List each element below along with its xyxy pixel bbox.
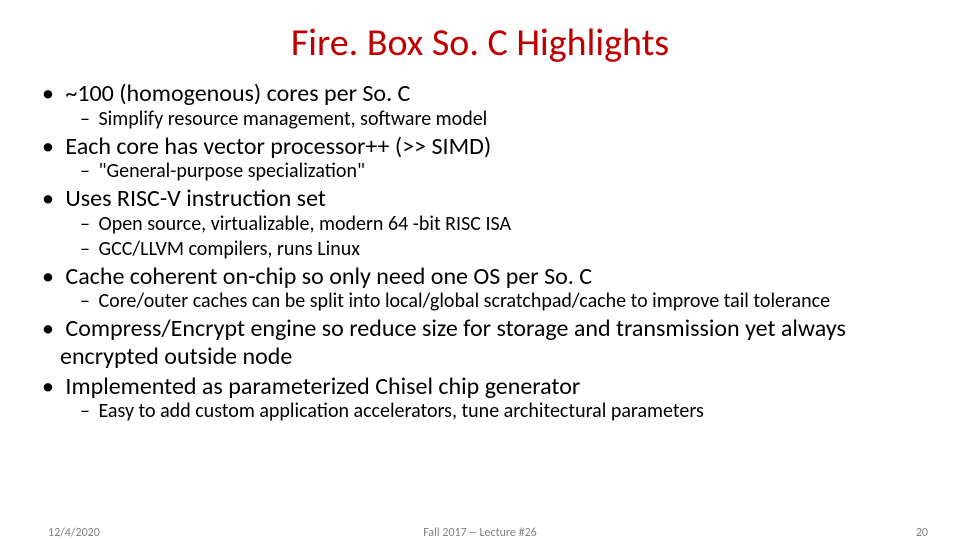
bullet-2-sub-1: "General-purpose specialization" [100, 160, 920, 183]
bullet-1-text: ~100 (homogenous) cores per So. C [65, 79, 410, 108]
sub-list-6: Easy to add custom application accelerat… [60, 400, 920, 423]
footer-page-number: 20 [916, 526, 928, 540]
slide-title: Fire. Box So. C Highlights [40, 20, 920, 66]
bullet-4: Cache coherent on-chip so only need one … [60, 263, 920, 314]
bullet-2-text: Each core has vector processor++ (>> SIM… [65, 132, 491, 161]
bullet-6-text: Implemented as parameterized Chisel chip… [65, 372, 580, 401]
bullet-3-sub-1: Open source, virtualizable, modern 64 -b… [100, 213, 920, 236]
bullet-4-sub-1: Core/outer caches can be split into loca… [100, 290, 920, 313]
bullet-3-sub-2: GCC/LLVM compilers, runs Linux [100, 238, 920, 261]
sub-list-1: Simplify resource management, software m… [60, 108, 920, 131]
bullet-1-sub-1: Simplify resource management, software m… [100, 108, 920, 131]
bullet-4-text: Cache coherent on-chip so only need one … [65, 262, 592, 291]
bullet-6-sub-1: Easy to add custom application accelerat… [100, 400, 920, 423]
bullet-3: Uses RISC-V instruction set Open source,… [60, 185, 920, 261]
bullet-3-text: Uses RISC-V instruction set [65, 184, 326, 213]
footer-lecture: Fall 2017 -- Lecture #26 [0, 526, 960, 540]
sub-list-4: Core/outer caches can be split into loca… [60, 290, 920, 313]
sub-list-3: Open source, virtualizable, modern 64 -b… [60, 213, 920, 261]
bullet-1: ~100 (homogenous) cores per So. C Simpli… [60, 80, 920, 131]
bullet-list: ~100 (homogenous) cores per So. C Simpli… [40, 80, 920, 423]
sub-list-2: "General-purpose specialization" [60, 160, 920, 183]
bullet-2: Each core has vector processor++ (>> SIM… [60, 133, 920, 184]
bullet-5: Compress/Encrypt engine so reduce size f… [60, 315, 920, 370]
bullet-6: Implemented as parameterized Chisel chip… [60, 373, 920, 424]
slide: Fire. Box So. C Highlights ~100 (homogen… [0, 0, 960, 540]
